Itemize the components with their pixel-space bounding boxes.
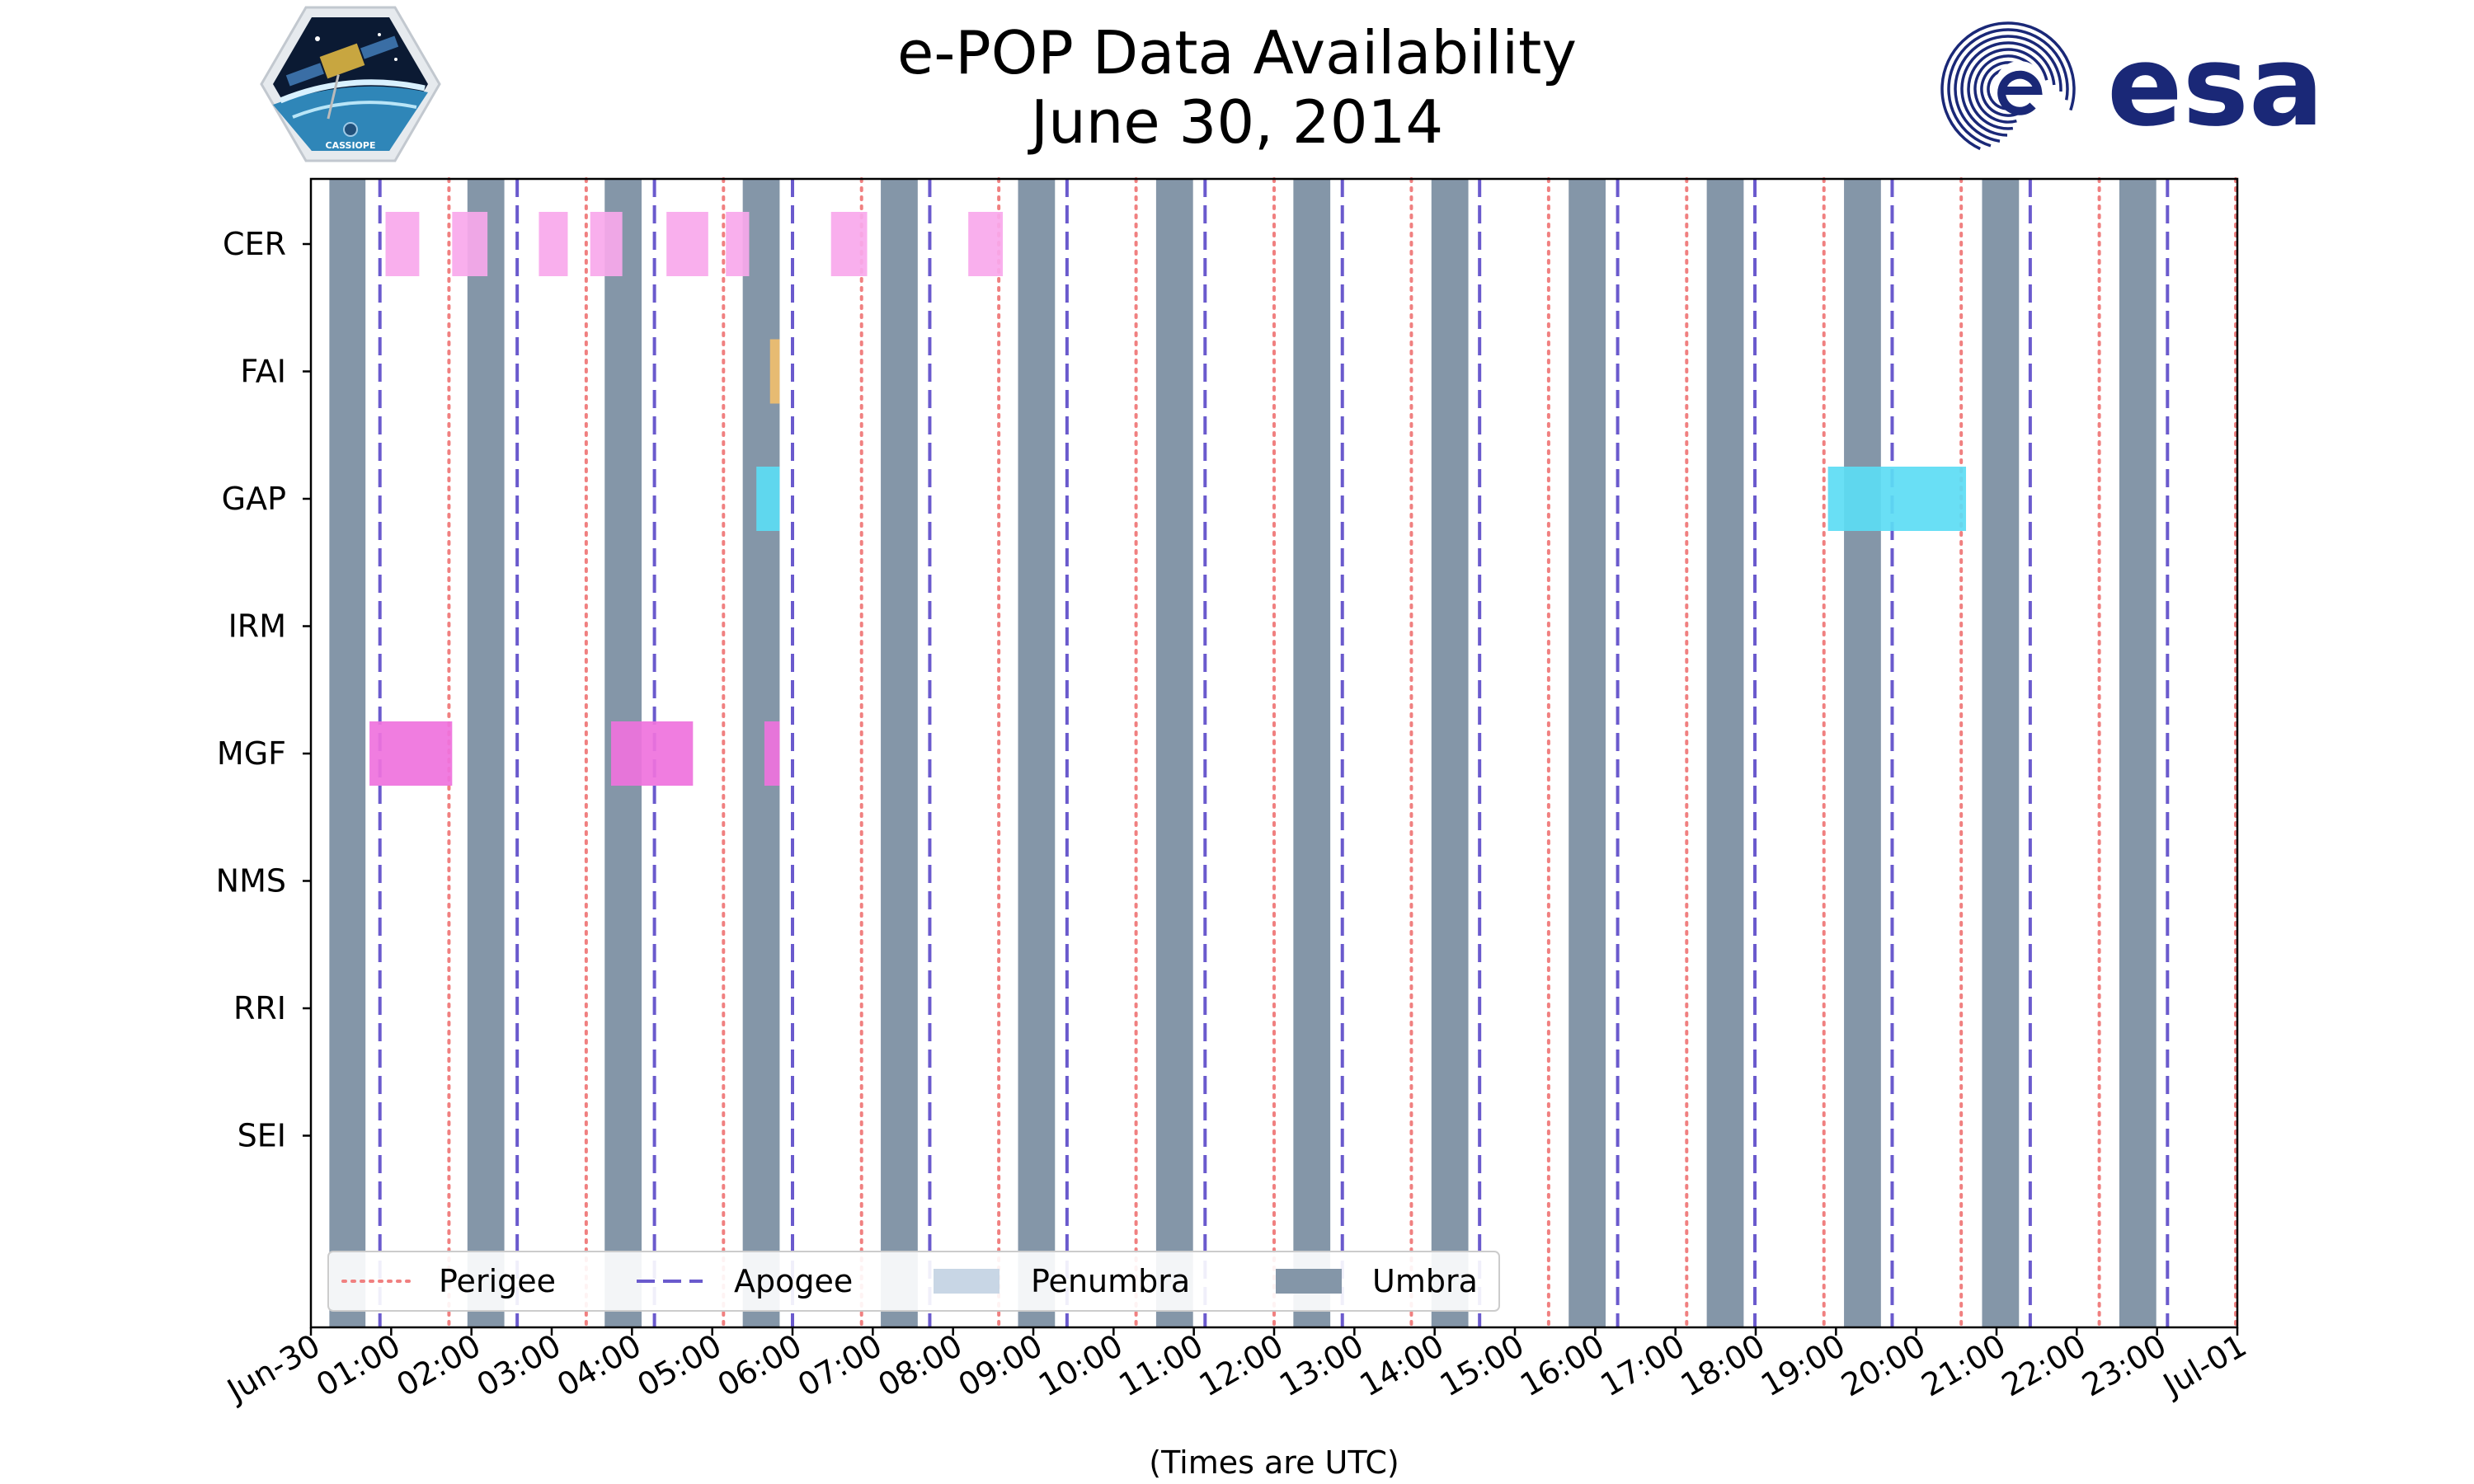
chart-title: e-POP Data Availability bbox=[897, 18, 1577, 87]
legend-box bbox=[327, 1251, 1500, 1312]
cassiope-logo-text: CASSIOPE bbox=[326, 140, 376, 151]
x-tick-label: 19:00 bbox=[1755, 1327, 1851, 1404]
availability-bar-cer bbox=[666, 212, 708, 276]
x-tick-label: 13:00 bbox=[1273, 1327, 1370, 1404]
esa-swirl-arc bbox=[1967, 48, 2049, 130]
x-axis-label: (Times are UTC) bbox=[1149, 1444, 1399, 1481]
availability-bar-cer bbox=[726, 212, 750, 276]
x-tick-label: 14:00 bbox=[1353, 1327, 1450, 1404]
umbra-band bbox=[329, 179, 366, 1327]
esa-mark-icon bbox=[1940, 21, 2076, 157]
esa-swirl-e bbox=[1997, 70, 2043, 115]
x-tick-label: 02:00 bbox=[390, 1327, 487, 1404]
umbra-band bbox=[1569, 179, 1606, 1327]
umbra-band bbox=[1844, 179, 1881, 1327]
y-tick-label: CER bbox=[223, 226, 286, 262]
x-tick-label: 17:00 bbox=[1594, 1327, 1691, 1404]
x-tick-label: 01:00 bbox=[310, 1327, 407, 1404]
y-tick-label: NMS bbox=[216, 863, 286, 899]
x-tick-label: 09:00 bbox=[952, 1327, 1049, 1404]
x-tick-label: 11:00 bbox=[1112, 1327, 1209, 1404]
umbra-band bbox=[1706, 179, 1744, 1327]
legend-label: Perigee bbox=[439, 1263, 556, 1299]
availability-bar-fai bbox=[769, 339, 780, 404]
chart-subtitle: June 30, 2014 bbox=[1030, 87, 1444, 157]
availability-bar-mgf bbox=[764, 721, 780, 786]
y-tick-label: RRI bbox=[233, 990, 286, 1026]
esa-wordmark: esa bbox=[2107, 21, 2324, 151]
x-tick-label: 08:00 bbox=[872, 1327, 968, 1404]
x-tick-label: Jul-01 bbox=[2156, 1327, 2252, 1404]
y-tick-label: FAI bbox=[240, 354, 286, 390]
legend-label: Penumbra bbox=[1031, 1263, 1190, 1299]
y-tick-label: SEI bbox=[238, 1118, 286, 1154]
legend-penumbra-handle bbox=[934, 1269, 999, 1294]
esa-swirl-arc bbox=[1940, 21, 2076, 157]
umbra-band bbox=[2119, 179, 2157, 1327]
availability-bar-cer bbox=[830, 212, 868, 276]
umbra-band bbox=[1431, 179, 1469, 1327]
x-tick-label: 18:00 bbox=[1675, 1327, 1771, 1404]
legend-label: Apogee bbox=[734, 1263, 853, 1299]
x-tick-label: Jun-30 bbox=[220, 1327, 327, 1410]
x-tick-label: 15:00 bbox=[1434, 1327, 1531, 1404]
umbra-band bbox=[1018, 179, 1056, 1327]
umbra-band bbox=[467, 179, 505, 1327]
x-tick-label: 03:00 bbox=[471, 1327, 567, 1404]
availability-bar-cer bbox=[590, 212, 623, 276]
cassiope-logo: CASSIOPE bbox=[260, 6, 441, 162]
umbra-band bbox=[1155, 179, 1193, 1327]
x-tick-label: 16:00 bbox=[1514, 1327, 1611, 1404]
umbra-band bbox=[1982, 179, 2020, 1327]
availability-bar-cer bbox=[452, 212, 488, 276]
legend-umbra-handle bbox=[1276, 1269, 1342, 1294]
availability-bar-cer bbox=[385, 212, 420, 276]
x-tick-label: 22:00 bbox=[1996, 1327, 2092, 1404]
legend-label: Umbra bbox=[1372, 1263, 1478, 1299]
availability-bar-mgf bbox=[611, 721, 694, 786]
y-tick-label: IRM bbox=[228, 608, 286, 645]
x-tick-label: 06:00 bbox=[712, 1327, 808, 1404]
esa-swirl-core bbox=[1995, 61, 2044, 110]
availability-bar-gap bbox=[756, 467, 780, 531]
x-tick-label: 07:00 bbox=[792, 1327, 888, 1404]
availability-bar-mgf bbox=[369, 721, 453, 786]
x-tick-label: 05:00 bbox=[631, 1327, 727, 1404]
availability-bar-cer bbox=[539, 212, 568, 276]
availability-bar-cer bbox=[968, 212, 1004, 276]
x-tick-label: 20:00 bbox=[1835, 1327, 1931, 1404]
x-tick-label: 04:00 bbox=[551, 1327, 647, 1404]
availability-bar-gap bbox=[1827, 467, 1967, 531]
esa-swirl-arc bbox=[1947, 28, 2069, 150]
umbra-band bbox=[1293, 179, 1331, 1327]
y-tick-label: MGF bbox=[217, 735, 286, 772]
x-tick-label: 12:00 bbox=[1193, 1327, 1290, 1404]
plot-area: CER FAI GAP IRM MGF NMS RRI SEI Jun-3001:0002:00… bbox=[216, 177, 2253, 1481]
x-tick-label: 10:00 bbox=[1032, 1327, 1129, 1404]
x-tick-label: 23:00 bbox=[2076, 1327, 2172, 1404]
esa-logo: esa bbox=[1940, 21, 2324, 157]
x-tick-label: 21:00 bbox=[1916, 1327, 2012, 1404]
umbra-band bbox=[881, 179, 918, 1327]
y-tick-label: GAP bbox=[222, 481, 286, 517]
